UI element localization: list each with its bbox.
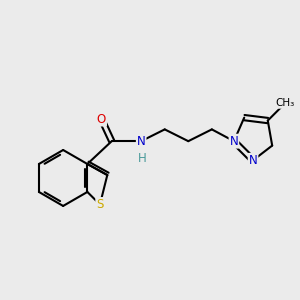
Text: N: N — [230, 135, 238, 148]
Text: O: O — [97, 112, 106, 126]
Text: CH₃: CH₃ — [276, 98, 295, 108]
Text: H: H — [137, 152, 146, 165]
Text: N: N — [249, 154, 257, 167]
Text: S: S — [96, 198, 103, 211]
Text: N: N — [137, 135, 146, 148]
